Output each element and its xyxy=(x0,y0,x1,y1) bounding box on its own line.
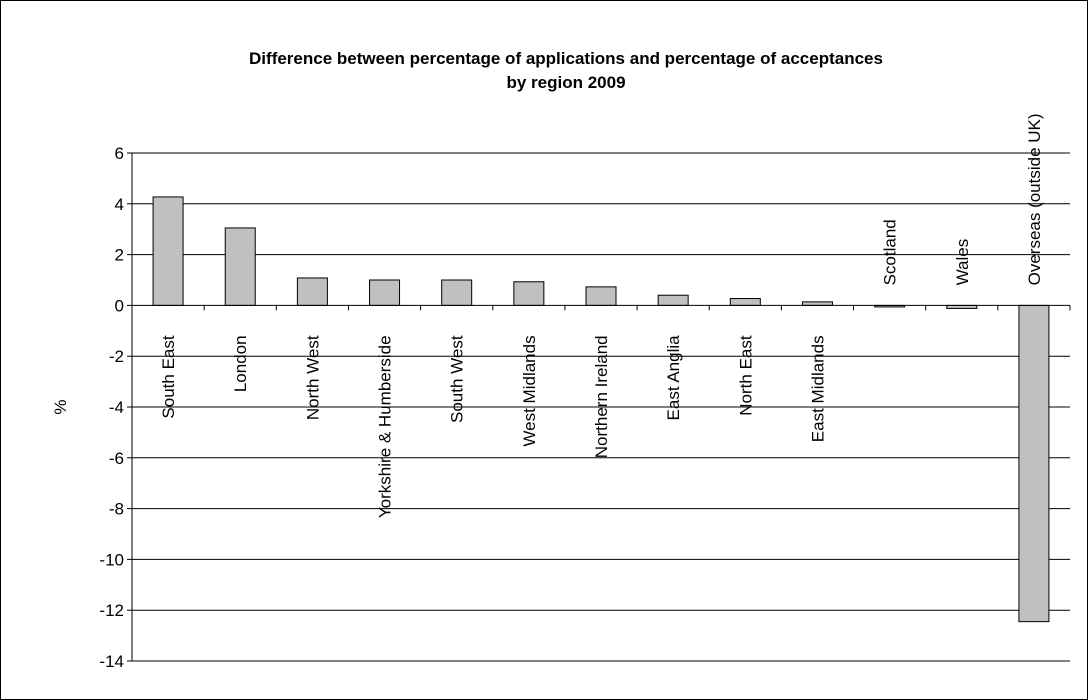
y-tick-label: -2 xyxy=(109,347,124,366)
bar xyxy=(801,301,833,306)
category-label: South East xyxy=(159,335,178,418)
y-tick-label: -10 xyxy=(99,550,124,569)
category-label: East Anglia xyxy=(664,335,683,421)
bar xyxy=(729,298,761,306)
y-tick-label: 2 xyxy=(115,246,124,265)
category-label: North West xyxy=(303,335,322,420)
category-label: London xyxy=(231,335,250,392)
bar xyxy=(441,279,473,306)
bars xyxy=(152,196,1050,623)
category-label: Scotland xyxy=(881,219,900,285)
category-label: South West xyxy=(448,335,467,423)
category-label: Northern Ireland xyxy=(592,335,611,458)
bar xyxy=(657,294,689,306)
bar xyxy=(585,286,617,306)
category-labels: South East London North West Yorkshire & Hu… xyxy=(159,113,1044,518)
y-tick-label: 6 xyxy=(115,144,124,163)
y-tick-label: -4 xyxy=(109,398,124,417)
y-tick-labels: 6 4 2 0 -2 -4 -6 -8 -10 -12 -14 xyxy=(99,144,124,671)
axes xyxy=(127,152,1071,662)
y-tick-label: -12 xyxy=(99,601,124,620)
category-label: East Midlands xyxy=(808,335,827,442)
bar xyxy=(296,277,328,306)
gridlines xyxy=(132,152,1070,662)
bar xyxy=(513,281,545,306)
category-label: North East xyxy=(736,335,755,416)
category-label: Yorkshire & Humberside xyxy=(376,335,395,518)
y-tick-label: -6 xyxy=(109,449,124,468)
category-label: West Midlands xyxy=(520,335,539,446)
category-label: Overseas (outside UK) xyxy=(1025,113,1044,285)
bar xyxy=(369,279,401,306)
bar xyxy=(152,196,184,306)
y-tick-label: -14 xyxy=(99,652,124,671)
chart-title: Difference between percentage of applica… xyxy=(61,47,1071,95)
y-axis-label: % xyxy=(51,399,70,414)
y-tick-label: 4 xyxy=(115,195,124,214)
chart-title-line-1: Difference between percentage of applica… xyxy=(249,49,883,68)
y-tick-label: -8 xyxy=(109,500,124,519)
chart-title-line-2: by region 2009 xyxy=(506,73,626,92)
bar xyxy=(1018,304,1050,623)
y-tick-label: 0 xyxy=(115,296,124,315)
bar xyxy=(224,227,256,306)
category-label: Wales xyxy=(953,239,972,286)
